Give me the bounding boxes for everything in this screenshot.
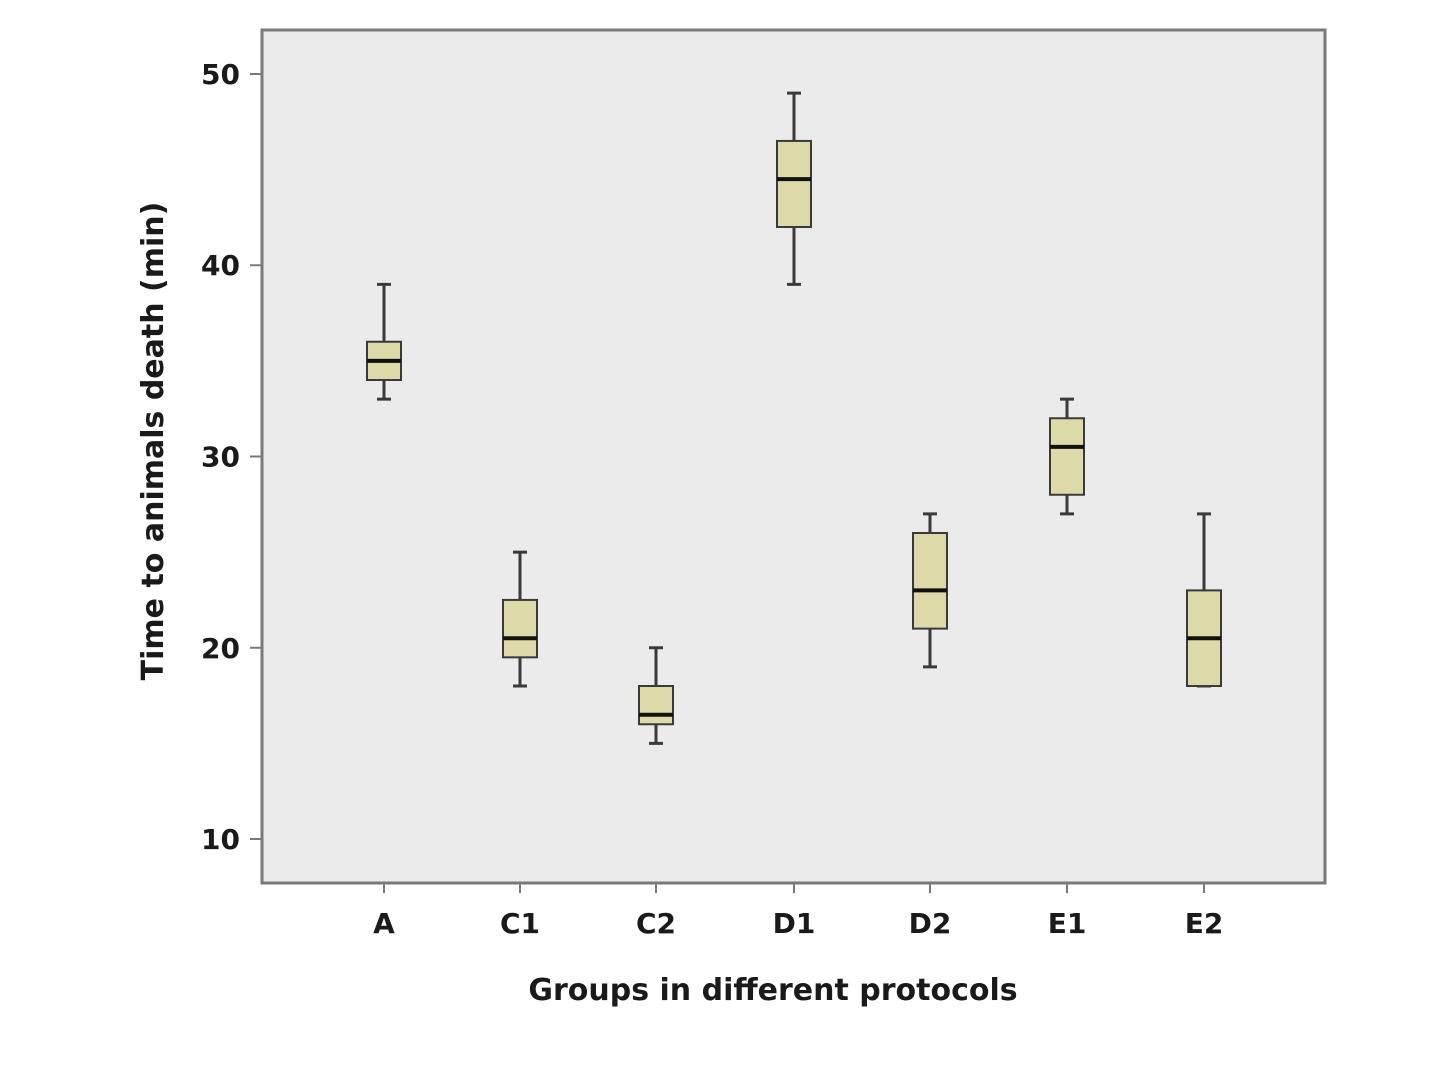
box-iqr	[1049, 417, 1085, 496]
y-tick-label: 50	[201, 58, 240, 91]
box-iqr	[638, 685, 674, 726]
y-tick-label: 30	[201, 441, 240, 474]
box-e2	[1186, 512, 1222, 688]
x-tick-label: E1	[1048, 907, 1087, 940]
box-c1	[502, 550, 538, 688]
box-d1	[776, 91, 812, 286]
y-tick-label: 10	[201, 823, 240, 856]
x-tick-label: A	[373, 907, 395, 940]
box-iqr	[776, 139, 812, 228]
y-tick-label: 40	[201, 249, 240, 282]
x-tick-label: D2	[909, 907, 952, 940]
x-tick-label: C2	[636, 907, 676, 940]
x-tick-label: C1	[500, 907, 540, 940]
y-axis-title: Time to animals death (min)	[136, 202, 171, 681]
box-iqr	[912, 532, 948, 630]
x-tick-label: E2	[1185, 907, 1224, 940]
y-axis: 10 20 30 40 50	[201, 58, 262, 856]
box-iqr	[502, 598, 538, 659]
box-c2	[638, 646, 674, 745]
x-tick-label: D1	[773, 907, 816, 940]
box-a	[366, 282, 402, 401]
box-e1	[1049, 397, 1085, 516]
box-d2	[912, 512, 948, 669]
x-axis-title: Groups in different protocols	[528, 973, 1017, 1008]
x-axis: A C1 C2 D1 D2 E1 E2	[373, 883, 1223, 940]
y-tick-label: 20	[201, 632, 240, 665]
box-series	[366, 91, 1222, 745]
